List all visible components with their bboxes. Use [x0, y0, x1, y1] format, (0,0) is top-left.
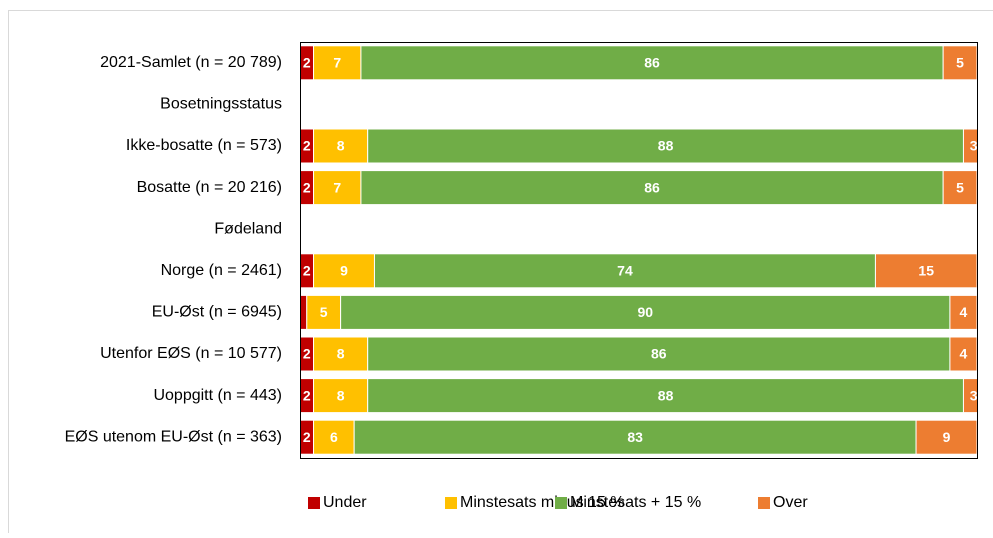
data-label: 2 — [303, 429, 311, 445]
data-label: 5 — [956, 179, 964, 195]
y-tick-label: Fødeland — [214, 220, 282, 237]
data-label: 2 — [303, 346, 311, 362]
data-label: 6 — [330, 429, 338, 445]
legend-swatch — [445, 497, 457, 509]
y-tick-label: Norge (n = 2461) — [161, 262, 282, 279]
y-tick-label: Utenfor EØS (n = 10 577) — [100, 345, 282, 362]
data-label: 8 — [337, 387, 345, 403]
legend-label: Over — [773, 494, 808, 511]
y-tick-label: Uoppgitt (n = 443) — [153, 387, 282, 404]
data-label: 2 — [303, 55, 311, 71]
data-label: 88 — [658, 387, 674, 403]
data-label: 86 — [651, 346, 667, 362]
legend-label: Under — [323, 494, 367, 511]
legend-swatch — [758, 497, 770, 509]
data-label: 15 — [918, 263, 934, 279]
legend-label: Minstesats + 15 % — [570, 494, 701, 511]
legend-swatch — [308, 497, 320, 509]
data-label: 90 — [637, 304, 653, 320]
data-label: 86 — [644, 179, 660, 195]
data-label: 7 — [333, 179, 341, 195]
data-label: 4 — [960, 304, 968, 320]
y-tick-label: Bosetningsstatus — [160, 96, 282, 113]
data-label: 2 — [303, 263, 311, 279]
data-label: 2 — [303, 179, 311, 195]
data-label: 83 — [627, 429, 643, 445]
y-tick-label: Bosatte (n = 20 216) — [137, 179, 282, 196]
data-label: 5 — [320, 304, 328, 320]
data-label: 7 — [333, 55, 341, 71]
data-label: 8 — [337, 346, 345, 362]
data-label: 5 — [956, 55, 964, 71]
data-label: 9 — [943, 429, 951, 445]
data-label: 8 — [337, 138, 345, 154]
y-tick-label: EØS utenom EU-Øst (n = 363) — [65, 428, 282, 445]
y-tick-label: EU-Øst (n = 6945) — [152, 304, 282, 321]
data-label: 4 — [960, 346, 968, 362]
data-label: 3 — [970, 387, 978, 403]
data-label: 3 — [970, 138, 978, 154]
data-label: 2 — [303, 138, 311, 154]
data-label: 86 — [644, 55, 660, 71]
y-tick-label: Ikke-bosatte (n = 573) — [126, 137, 282, 154]
data-label: 9 — [340, 263, 348, 279]
bar-segment — [300, 295, 307, 329]
legend-swatch — [555, 497, 567, 509]
data-label: 74 — [617, 263, 633, 279]
y-tick-label: 2021-Samlet (n = 20 789) — [100, 54, 282, 71]
data-label: 88 — [658, 138, 674, 154]
data-label: 2 — [303, 387, 311, 403]
